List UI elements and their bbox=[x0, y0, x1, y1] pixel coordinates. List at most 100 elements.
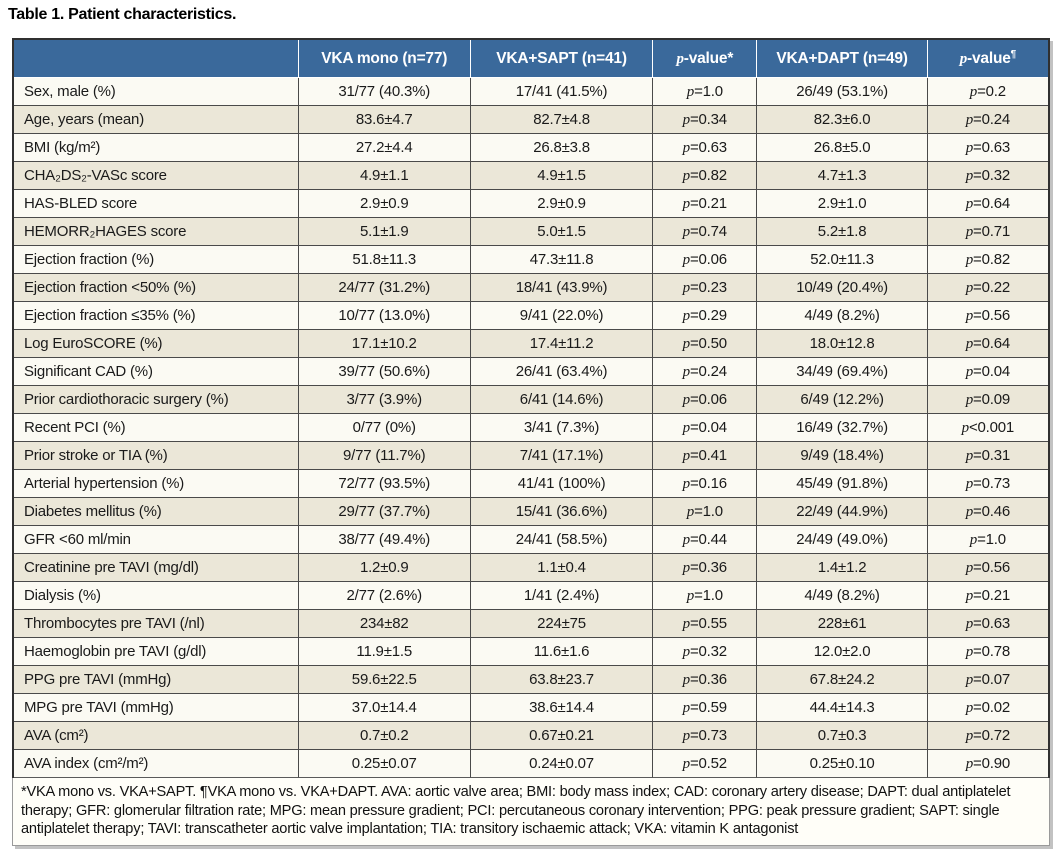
cell-pvalue: p=0.52 bbox=[653, 750, 758, 778]
cell-value: 26.8±5.0 bbox=[757, 134, 928, 162]
cell-value: 51.8±11.3 bbox=[298, 246, 471, 274]
cell-value: 45/49 (91.8%) bbox=[757, 470, 928, 498]
row-label: Arterial hypertension (%) bbox=[14, 470, 299, 498]
row-label: Ejection fraction ≤35% (%) bbox=[14, 302, 299, 330]
cell-pvalue: p=0.59 bbox=[653, 694, 758, 722]
table-row: Prior stroke or TIA (%) 9/77 (11.7%) 7/41 … bbox=[14, 442, 1048, 470]
row-label: Diabetes mellitus (%) bbox=[14, 498, 299, 526]
table-row: Haemoglobin pre TAVI (g/dl) 11.9±1.5 11.6±… bbox=[14, 638, 1048, 666]
column-header-vka-sapt: VKA+SAPT (n=41) bbox=[470, 40, 654, 78]
cell-value: 26.8±3.8 bbox=[470, 134, 654, 162]
table-row: Thrombocytes pre TAVI (/nl) 234±82 224±75 p… bbox=[14, 610, 1048, 638]
cell-pvalue: p=0.09 bbox=[927, 386, 1048, 414]
column-header-pvalue-1: p-value* bbox=[653, 40, 758, 78]
table-row: PPG pre TAVI (mmHg) 59.6±22.5 63.8±23.7 p=0… bbox=[14, 666, 1048, 694]
cell-value: 5.0±1.5 bbox=[470, 218, 654, 246]
cell-value: 0.67±0.21 bbox=[470, 722, 654, 750]
row-label: Thrombocytes pre TAVI (/nl) bbox=[14, 610, 299, 638]
cell-value: 24/77 (31.2%) bbox=[298, 274, 471, 302]
cell-value: 22/49 (44.9%) bbox=[757, 498, 928, 526]
table-row: Sex, male (%) 31/77 (40.3%) 17/41 (41.5%) p… bbox=[14, 78, 1048, 106]
cell-value: 39/77 (50.6%) bbox=[298, 358, 471, 386]
cell-value: 234±82 bbox=[298, 610, 471, 638]
row-label: Age, years (mean) bbox=[14, 106, 299, 134]
cell-pvalue: p=0.73 bbox=[653, 722, 758, 750]
cell-value: 4.9±1.5 bbox=[470, 162, 654, 190]
row-label: Haemoglobin pre TAVI (g/dl) bbox=[14, 638, 299, 666]
cell-value: 83.6±4.7 bbox=[298, 106, 471, 134]
cell-pvalue: p=0.02 bbox=[927, 694, 1048, 722]
column-header-pvalue-2: p-value¶ bbox=[927, 40, 1048, 78]
cell-pvalue: p=0.04 bbox=[653, 414, 758, 442]
cell-value: 1.2±0.9 bbox=[298, 554, 471, 582]
cell-value: 2.9±0.9 bbox=[470, 190, 654, 218]
cell-value: 2.9±0.9 bbox=[298, 190, 471, 218]
cell-value: 11.6±1.6 bbox=[470, 638, 654, 666]
cell-pvalue: p=0.72 bbox=[927, 722, 1048, 750]
cell-value: 17.4±11.2 bbox=[470, 330, 654, 358]
cell-value: 27.2±4.4 bbox=[298, 134, 471, 162]
cell-pvalue: p=0.21 bbox=[927, 582, 1048, 610]
row-label: Ejection fraction (%) bbox=[14, 246, 299, 274]
table-row: BMI (kg/m²) 27.2±4.4 26.8±3.8 p=0.63 26.8±5.… bbox=[14, 134, 1048, 162]
cell-value: 31/77 (40.3%) bbox=[298, 78, 471, 106]
cell-value: 52.0±11.3 bbox=[757, 246, 928, 274]
column-header-empty bbox=[14, 40, 299, 78]
table-row: Ejection fraction (%) 51.8±11.3 47.3±11.8 p… bbox=[14, 246, 1048, 274]
cell-value: 44.4±14.3 bbox=[757, 694, 928, 722]
cell-value: 9/41 (22.0%) bbox=[470, 302, 654, 330]
cell-pvalue: p=1.0 bbox=[653, 582, 758, 610]
table-row: Creatinine pre TAVI (mg/dl) 1.2±0.9 1.1±0.… bbox=[14, 554, 1048, 582]
cell-pvalue: p=0.22 bbox=[927, 274, 1048, 302]
cell-value: 2.9±1.0 bbox=[757, 190, 928, 218]
cell-value: 72/77 (93.5%) bbox=[298, 470, 471, 498]
cell-pvalue: p=0.78 bbox=[927, 638, 1048, 666]
cell-pvalue: p=0.71 bbox=[927, 218, 1048, 246]
table-row: Significant CAD (%) 39/77 (50.6%) 26/41 (6… bbox=[14, 358, 1048, 386]
cell-value: 17/41 (41.5%) bbox=[470, 78, 654, 106]
row-label: BMI (kg/m²) bbox=[14, 134, 299, 162]
table-row: CHA₂DS₂-VASc score 4.9±1.1 4.9±1.5 p=0.82 4.… bbox=[14, 162, 1048, 190]
row-label: Significant CAD (%) bbox=[14, 358, 299, 386]
patient-characteristics-table: VKA mono (n=77) VKA+SAPT (n=41) p-value*… bbox=[12, 38, 1050, 847]
table-header-row: VKA mono (n=77) VKA+SAPT (n=41) p-value*… bbox=[14, 40, 1048, 78]
cell-value: 10/77 (13.0%) bbox=[298, 302, 471, 330]
cell-value: 228±61 bbox=[757, 610, 928, 638]
cell-pvalue: p=0.06 bbox=[653, 246, 758, 274]
cell-value: 47.3±11.8 bbox=[470, 246, 654, 274]
cell-value: 1.1±0.4 bbox=[470, 554, 654, 582]
row-label: Dialysis (%) bbox=[14, 582, 299, 610]
cell-pvalue: p=0.73 bbox=[927, 470, 1048, 498]
row-label: Log EuroSCORE (%) bbox=[14, 330, 299, 358]
table-row: Dialysis (%) 2/77 (2.6%) 1/41 (2.4%) p=1.0 4… bbox=[14, 582, 1048, 610]
cell-value: 0/77 (0%) bbox=[298, 414, 471, 442]
row-label: Ejection fraction <50% (%) bbox=[14, 274, 299, 302]
table-row: Prior cardiothoracic surgery (%) 3/77 (3.… bbox=[14, 386, 1048, 414]
cell-value: 6/49 (12.2%) bbox=[757, 386, 928, 414]
cell-value: 4.7±1.3 bbox=[757, 162, 928, 190]
cell-value: 17.1±10.2 bbox=[298, 330, 471, 358]
cell-value: 82.3±6.0 bbox=[757, 106, 928, 134]
cell-value: 6/41 (14.6%) bbox=[470, 386, 654, 414]
row-label: MPG pre TAVI (mmHg) bbox=[14, 694, 299, 722]
cell-value: 2/77 (2.6%) bbox=[298, 582, 471, 610]
cell-pvalue: p=0.21 bbox=[653, 190, 758, 218]
cell-value: 0.7±0.3 bbox=[757, 722, 928, 750]
cell-value: 18/41 (43.9%) bbox=[470, 274, 654, 302]
cell-pvalue: p=0.23 bbox=[653, 274, 758, 302]
cell-pvalue: p=0.2 bbox=[927, 78, 1048, 106]
row-label: Recent PCI (%) bbox=[14, 414, 299, 442]
cell-value: 1.4±1.2 bbox=[757, 554, 928, 582]
cell-pvalue: p=0.29 bbox=[653, 302, 758, 330]
table-row: AVA (cm²) 0.7±0.2 0.67±0.21 p=0.73 0.7±0.3 p=… bbox=[14, 722, 1048, 750]
cell-pvalue: p=0.24 bbox=[653, 358, 758, 386]
cell-value: 0.7±0.2 bbox=[298, 722, 471, 750]
cell-value: 24/49 (49.0%) bbox=[757, 526, 928, 554]
table-row: Ejection fraction <50% (%) 24/77 (31.2%) 1… bbox=[14, 274, 1048, 302]
cell-pvalue: p=0.90 bbox=[927, 750, 1048, 778]
row-label: GFR <60 ml/min bbox=[14, 526, 299, 554]
cell-pvalue: p<0.001 bbox=[927, 414, 1048, 442]
table-row: Age, years (mean) 83.6±4.7 82.7±4.8 p=0.34 8… bbox=[14, 106, 1048, 134]
cell-value: 9/77 (11.7%) bbox=[298, 442, 471, 470]
